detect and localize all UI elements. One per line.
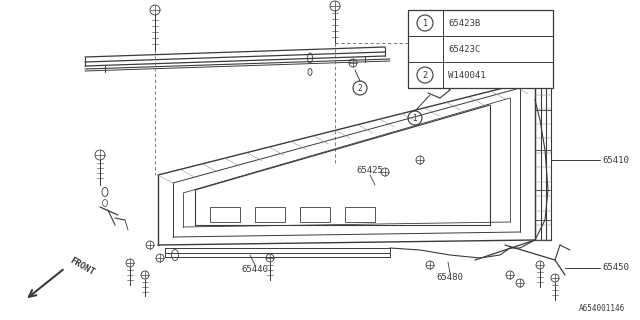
Text: 65425: 65425 (356, 165, 383, 174)
Text: 65450: 65450 (602, 263, 629, 273)
Text: 65423B: 65423B (448, 19, 480, 28)
Text: 2: 2 (422, 70, 428, 79)
Text: FRONT: FRONT (68, 256, 96, 278)
Text: W140041: W140041 (448, 70, 486, 79)
Bar (210, 207, 240, 222)
Text: 1: 1 (422, 19, 428, 28)
Text: 65480: 65480 (436, 274, 463, 283)
Bar (300, 207, 330, 222)
Text: 2: 2 (358, 84, 362, 92)
Text: 65440: 65440 (241, 266, 268, 275)
Text: 65410: 65410 (602, 156, 629, 164)
Bar (255, 207, 285, 222)
Text: 1: 1 (413, 114, 417, 123)
Text: A654001146: A654001146 (579, 304, 625, 313)
Bar (345, 207, 375, 222)
Bar (408, 10, 553, 88)
Text: 65423C: 65423C (448, 44, 480, 53)
